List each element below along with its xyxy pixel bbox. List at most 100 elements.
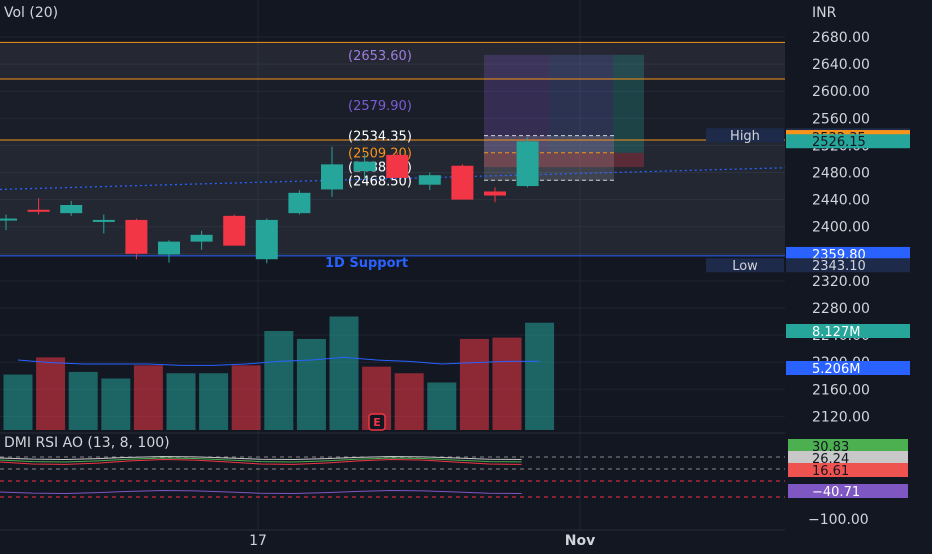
- projection-box: [484, 54, 549, 153]
- price-tick: 2160.00: [812, 382, 870, 398]
- time-label: 17: [249, 533, 267, 549]
- time-axis: 17 Nov: [0, 529, 785, 549]
- candle-body: [451, 165, 474, 200]
- volume-bar: [68, 371, 98, 430]
- price-tick: 2680.00: [812, 30, 870, 46]
- volume-bar: [459, 338, 489, 430]
- earnings-marker: E: [368, 413, 386, 431]
- candle-body: [321, 164, 343, 190]
- dmi-plus-line: [0, 457, 522, 463]
- indicator-value-bg: [788, 439, 908, 453]
- low-label-value: 2343.10: [812, 259, 866, 274]
- volume-bar: [3, 374, 33, 430]
- low-label-bg: [786, 258, 910, 273]
- level-label: (2579.90): [348, 99, 412, 114]
- candle-body: [125, 219, 148, 254]
- volume-bar: [525, 322, 555, 430]
- volume-bar: [264, 331, 294, 430]
- candle-body: [288, 192, 311, 214]
- low-label: 2343.10 Low: [706, 258, 910, 274]
- indicator-value-bg: [788, 463, 908, 477]
- price-tick: 2560.00: [812, 111, 870, 127]
- price-tick: 2440.00: [812, 193, 870, 209]
- indicator-value-label: −40.71: [788, 484, 908, 500]
- support-label: 1D Support: [325, 256, 408, 271]
- candle-body: [516, 141, 539, 187]
- volume-value-label: 5.206M: [786, 361, 910, 377]
- volume-bar: [394, 373, 424, 430]
- adx-line: [0, 456, 522, 460]
- indicator-value-bg: [788, 484, 908, 498]
- current-green-value: 2526.15: [812, 135, 866, 150]
- volume-value-bg: [786, 324, 910, 338]
- candle-body: [190, 234, 213, 242]
- level-label: (2534.35): [348, 130, 412, 145]
- projection-box: [549, 54, 613, 153]
- earnings-badge: [368, 413, 386, 431]
- candle-body: [27, 209, 50, 212]
- candle-body: [353, 161, 376, 172]
- high-label-tag-bg: [706, 128, 784, 143]
- volume-bar: [492, 337, 522, 430]
- candle-body: [255, 219, 278, 260]
- volume-bar: [101, 378, 131, 430]
- high-label-tag: High: [730, 129, 760, 144]
- volume-value: 8.127M: [812, 325, 860, 340]
- candles: [0, 137, 539, 264]
- candle-body: [0, 218, 17, 221]
- volume-value-label: 8.127M: [786, 324, 910, 340]
- candle-body: [223, 215, 246, 246]
- range-zone-middle: [0, 79, 785, 140]
- price-tick: 2120.00: [812, 409, 870, 425]
- price-tick: 2600.00: [812, 84, 870, 100]
- low-label-tag-bg: [706, 258, 784, 273]
- range-zone-upper: [0, 42, 785, 80]
- volume-bar: [199, 373, 229, 430]
- volume-bar: [36, 357, 66, 430]
- candle-body: [60, 205, 83, 214]
- currency-label: INR: [812, 5, 837, 21]
- volume-ma-line: [17, 356, 540, 366]
- volume-indicator-label: Vol (20): [4, 5, 58, 21]
- level-label: (2653.60): [348, 49, 412, 64]
- indicator-pane: DMI RSI AO (13, 8, 100): [0, 435, 785, 498]
- candle-body: [386, 154, 409, 178]
- volume-bars: [3, 316, 555, 430]
- price-axis: INR2680.002640.002600.002560.002520.0024…: [706, 0, 932, 550]
- indicator-axis-label: −100.00: [808, 512, 869, 528]
- price-tick: 2320.00: [812, 274, 870, 290]
- volume-bar: [133, 365, 163, 430]
- price-tick: 2640.00: [812, 57, 870, 73]
- indicator-title: DMI RSI AO (13, 8, 100): [4, 435, 170, 451]
- current-green-bg: [786, 134, 910, 149]
- indicator-value: −40.71: [812, 485, 860, 500]
- price-tick: 2400.00: [812, 220, 870, 236]
- ao-line: [0, 490, 522, 494]
- price-tick: 2480.00: [812, 166, 870, 182]
- candle-body: [92, 219, 115, 222]
- volume-value: 5.206M: [812, 362, 860, 377]
- candle-body: [418, 175, 441, 185]
- projection-box: [613, 54, 644, 153]
- level-label: (2468.50): [348, 174, 412, 189]
- volume-bar: [231, 365, 261, 430]
- volume-bar: [427, 382, 457, 430]
- volume-bar: [329, 316, 359, 430]
- indicator-value-label: 16.61: [788, 463, 908, 479]
- projection-box: [484, 135, 614, 181]
- low-label-tag: Low: [732, 259, 758, 274]
- volume-bar: [166, 373, 196, 430]
- earnings-letter: E: [373, 416, 381, 429]
- current-green: 2526.15: [786, 134, 910, 150]
- support-label-bg: [786, 246, 910, 261]
- dmi-minus-line: [0, 459, 522, 465]
- volume-bar: [296, 338, 326, 430]
- volume-value-bg: [786, 361, 910, 375]
- indicator-value-bg: [788, 451, 908, 465]
- time-label: Nov: [565, 533, 595, 549]
- candle-body: [158, 241, 180, 255]
- price-tick: 2280.00: [812, 301, 870, 317]
- trend-line: [0, 167, 786, 191]
